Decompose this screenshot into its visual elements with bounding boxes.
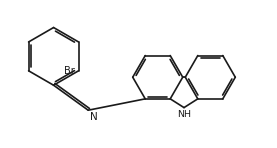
Text: N: N (90, 112, 98, 122)
Text: Br: Br (64, 66, 75, 76)
Text: NH: NH (177, 110, 191, 119)
